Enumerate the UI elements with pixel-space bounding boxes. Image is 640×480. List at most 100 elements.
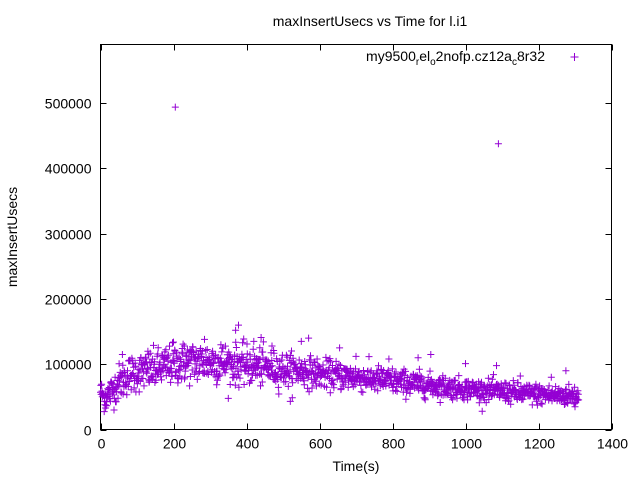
data-point bbox=[352, 352, 360, 360]
data-point bbox=[145, 377, 153, 385]
data-point bbox=[167, 364, 175, 372]
data-point bbox=[329, 362, 336, 369]
data-point bbox=[259, 338, 267, 346]
data-point bbox=[416, 372, 424, 380]
data-point bbox=[182, 351, 190, 359]
x-tick-label: 200 bbox=[163, 436, 187, 452]
data-point bbox=[232, 338, 240, 346]
data-point bbox=[128, 356, 136, 364]
data-point bbox=[393, 387, 401, 395]
data-point bbox=[323, 383, 331, 391]
data-point bbox=[117, 389, 125, 397]
data-point bbox=[250, 364, 258, 372]
data-point bbox=[235, 371, 243, 379]
data-point bbox=[254, 364, 262, 371]
data-point bbox=[519, 395, 527, 403]
data-point bbox=[443, 391, 451, 399]
data-point bbox=[175, 354, 183, 362]
data-point bbox=[441, 374, 449, 382]
data-point bbox=[490, 371, 497, 379]
data-point bbox=[477, 394, 485, 402]
data-point bbox=[516, 372, 524, 380]
data-point bbox=[484, 374, 492, 382]
data-point bbox=[289, 379, 297, 387]
data-point bbox=[134, 372, 142, 380]
data-point bbox=[315, 380, 323, 388]
data-point bbox=[415, 365, 423, 373]
data-point bbox=[267, 363, 275, 371]
data-point bbox=[235, 383, 243, 391]
data-point bbox=[147, 359, 155, 366]
data-point bbox=[129, 371, 137, 379]
data-point bbox=[371, 385, 379, 393]
data-point bbox=[249, 345, 257, 353]
data-point bbox=[308, 384, 316, 392]
data-point bbox=[170, 338, 177, 346]
data-point bbox=[505, 397, 513, 405]
data-point bbox=[175, 362, 183, 370]
data-point bbox=[236, 374, 244, 382]
data-point bbox=[97, 381, 105, 389]
data-point bbox=[402, 367, 409, 375]
data-point bbox=[258, 370, 266, 378]
data-point bbox=[181, 373, 189, 381]
data-point bbox=[467, 392, 474, 400]
data-point bbox=[119, 390, 127, 398]
data-point bbox=[533, 397, 541, 405]
data-point bbox=[275, 390, 283, 398]
data-point bbox=[259, 348, 267, 356]
data-point bbox=[274, 383, 282, 391]
data-point bbox=[210, 359, 218, 367]
data-point bbox=[268, 362, 276, 370]
data-point bbox=[507, 400, 515, 408]
data-point bbox=[217, 341, 225, 349]
data-point bbox=[571, 383, 579, 391]
data-point bbox=[150, 341, 157, 349]
data-point bbox=[232, 326, 240, 334]
data-point bbox=[284, 362, 291, 370]
data-point bbox=[449, 396, 457, 404]
data-point bbox=[451, 376, 459, 384]
data-point bbox=[213, 381, 221, 389]
data-point bbox=[115, 382, 123, 390]
data-point bbox=[562, 367, 570, 375]
data-point bbox=[218, 348, 226, 356]
data-point bbox=[169, 339, 176, 347]
data-point bbox=[310, 358, 318, 366]
data-point bbox=[313, 355, 321, 363]
data-point bbox=[168, 372, 176, 380]
data-point bbox=[455, 372, 463, 380]
data-point bbox=[240, 381, 248, 388]
data-point bbox=[203, 346, 211, 353]
data-point bbox=[173, 355, 181, 363]
legend: my9500relo2nofp.cz12ac8r32 bbox=[366, 48, 579, 68]
data-point bbox=[316, 373, 324, 381]
data-point bbox=[375, 362, 382, 370]
data-point bbox=[283, 367, 291, 375]
data-point bbox=[403, 374, 411, 381]
data-point bbox=[564, 399, 572, 407]
y-axis-label: maxInsertUsecs bbox=[4, 187, 20, 287]
data-point bbox=[209, 347, 217, 355]
data-point bbox=[268, 342, 276, 350]
data-point bbox=[213, 376, 221, 384]
data-point bbox=[114, 394, 122, 402]
data-point bbox=[232, 364, 240, 372]
data-point bbox=[154, 344, 162, 352]
data-point bbox=[167, 378, 175, 386]
data-point bbox=[365, 353, 373, 361]
data-point bbox=[494, 140, 502, 148]
data-point bbox=[403, 388, 411, 396]
data-point bbox=[301, 358, 309, 365]
data-point bbox=[246, 355, 254, 363]
data-point bbox=[488, 375, 496, 383]
data-point bbox=[164, 357, 172, 365]
data-point bbox=[388, 365, 396, 373]
data-point bbox=[335, 360, 343, 368]
y-tick-label: 400000 bbox=[45, 161, 92, 177]
data-point bbox=[427, 351, 435, 358]
data-point bbox=[352, 365, 359, 373]
data-point bbox=[143, 358, 150, 366]
data-point bbox=[118, 351, 126, 358]
data-point bbox=[188, 366, 196, 374]
